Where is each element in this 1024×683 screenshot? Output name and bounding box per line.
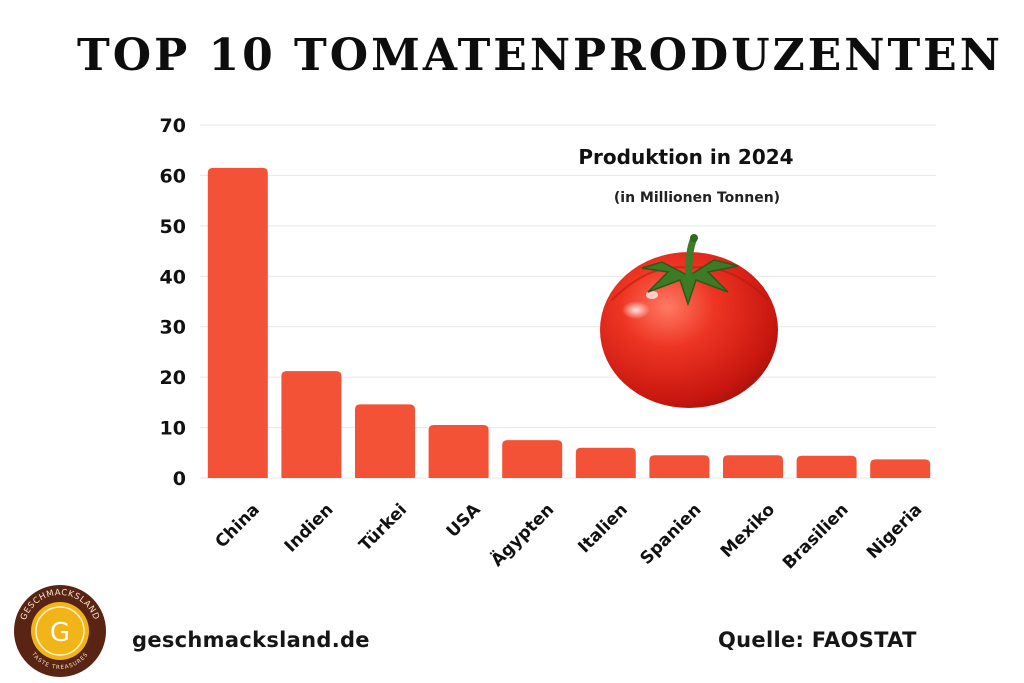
bar-mexiko — [723, 455, 783, 478]
bar-indien — [281, 371, 342, 478]
x-tick-label: Spanien — [637, 500, 706, 569]
y-tick-label: 30 — [160, 317, 186, 339]
bars — [207, 167, 931, 478]
y-tick-label: 0 — [173, 468, 186, 490]
x-tick-label: Indien — [281, 500, 338, 557]
x-tick-label: China — [212, 500, 264, 552]
y-tick-label: 10 — [160, 418, 186, 440]
x-tick-label: Ägypten — [486, 498, 558, 570]
x-tick-label: Mexiko — [717, 500, 779, 562]
bar-italien — [575, 447, 636, 478]
x-tick-label: Italien — [574, 500, 631, 557]
tomato-image — [600, 234, 778, 408]
x-tick-label: USA — [443, 499, 485, 541]
bar-ägypten — [502, 440, 563, 478]
x-tick-label: Türkei — [355, 500, 411, 556]
bar-brasilien — [796, 455, 857, 478]
y-tick-label: 60 — [160, 165, 186, 187]
y-tick-label: 40 — [160, 266, 186, 288]
y-tick-label: 70 — [160, 115, 186, 137]
svg-text:G: G — [50, 618, 70, 648]
bar-nigeria — [870, 459, 931, 478]
bar-spanien — [649, 455, 710, 478]
bar-china — [207, 167, 268, 478]
website-label: geschmacksland.de — [132, 628, 370, 652]
x-tick-label: Brasilien — [779, 500, 853, 574]
chart-title: Produktion in 2024 — [578, 145, 793, 169]
page-title: TOP 10 TOMATENPRODUZENTEN — [77, 30, 1003, 81]
x-axis-labels: China Indien Türkei USA Ägypten Italien Spanie… — [212, 498, 927, 573]
y-tick-label: 20 — [160, 367, 186, 389]
bar-türkei — [355, 404, 415, 478]
y-tick-label: 50 — [160, 216, 186, 238]
source-label: Quelle: FAOSTAT — [718, 628, 917, 652]
x-tick-label: Nigeria — [863, 500, 926, 563]
geschmacksland-logo: GESCHMACKSLAND TASTE TREASURES G — [14, 585, 106, 677]
bar-usa — [428, 425, 489, 478]
chart-subtitle: (in Millionen Tonnen) — [614, 190, 780, 206]
y-axis-ticks: 0 10 20 30 40 50 60 70 — [160, 115, 186, 490]
